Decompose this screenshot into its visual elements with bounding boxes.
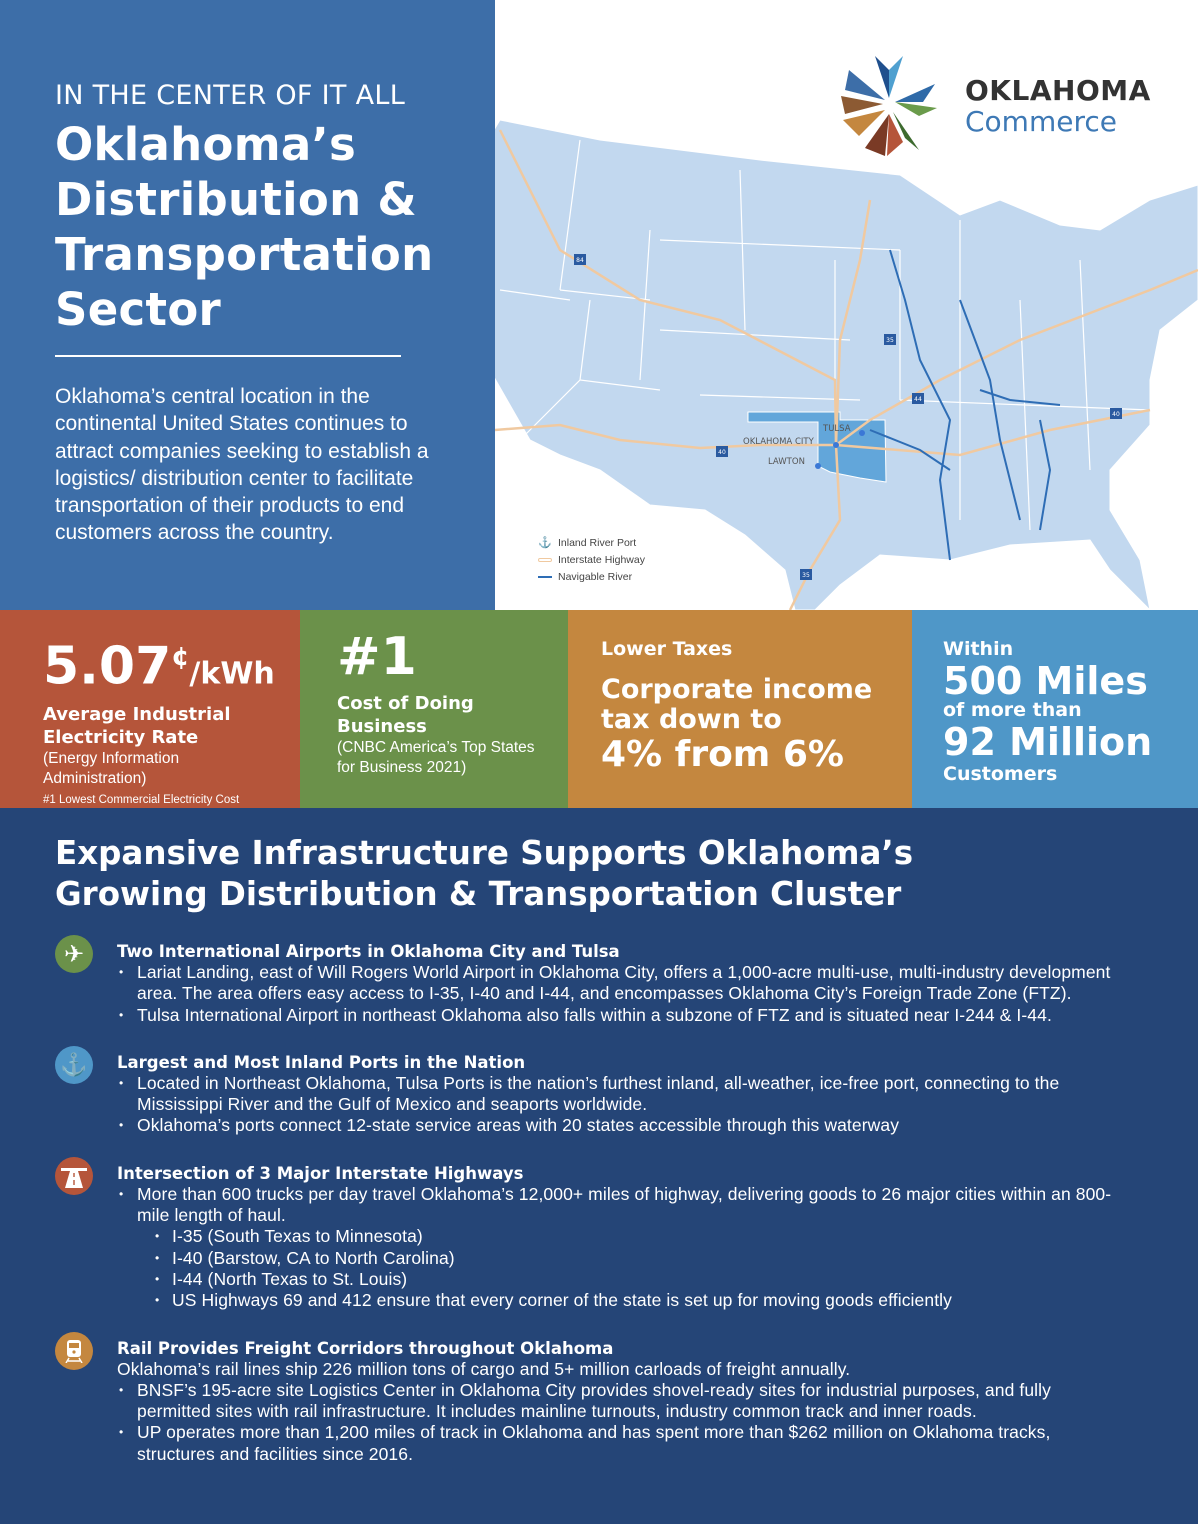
legend-label: Navigable River — [558, 570, 633, 583]
legend-label: Inland River Port — [558, 536, 637, 549]
stat-note: (CNBC America’s Top States for Business … — [337, 739, 535, 776]
map-panel: TULSA OKLAHOMA CITY LAWTON 84 35 44 40 4… — [495, 0, 1198, 610]
sub-list-item: I-35 (South Texas to Minnesota) — [117, 1226, 1127, 1248]
title-line: Oklahoma’s — [55, 118, 357, 171]
stat-label: Lower Taxes — [601, 638, 733, 660]
stat-footnote: #1 Lowest Commercial Electricity Cost — [43, 794, 240, 807]
stat-line: tax down to — [601, 704, 782, 735]
divider — [55, 355, 401, 357]
legend-item: Interstate Highway — [538, 551, 645, 568]
stat-value: 500 Miles — [943, 659, 1148, 703]
logo-line2: Commerce — [965, 105, 1117, 138]
list-item: Oklahoma’s ports connect 12-state servic… — [117, 1115, 1127, 1137]
highway-icon — [55, 1156, 93, 1195]
stat-electricity: 5.07¢/kWh Average Industrial Electricity… — [0, 610, 300, 808]
stat-line: Corporate income — [601, 674, 873, 705]
city-label-tulsa: TULSA — [822, 424, 851, 434]
section-heading: Intersection of 3 Major Interstate Highw… — [117, 1163, 524, 1183]
list-item: UP operates more than 1,200 miles of tra… — [117, 1422, 1127, 1465]
stat-value: 4% from 6% — [601, 734, 844, 775]
kicker: IN THE CENTER OF IT ALL — [55, 80, 406, 111]
airplane-icon: ✈ — [55, 935, 93, 973]
list-item: Lariat Landing, east of Will Rogers Worl… — [117, 962, 1127, 1005]
sub-list-item: I-40 (Barstow, CA to North Carolina) — [117, 1248, 1127, 1270]
us-land — [495, 119, 1198, 610]
legend-label: Interstate Highway — [558, 553, 645, 566]
city-label-lawton: LAWTON — [768, 457, 805, 467]
stat-value: 5.07¢/kWh — [43, 636, 275, 697]
airports-section: ✈ Two International Airports in Oklahoma… — [55, 935, 1198, 1027]
oklahoma-commerce-logo: OKLAHOMA Commerce — [835, 52, 1151, 160]
city-label-oklahoma-city: OKLAHOMA CITY — [743, 437, 815, 447]
river-line-icon — [538, 575, 552, 578]
stat-heading: Average Industrial Electricity Rate — [43, 704, 231, 749]
us-map: TULSA OKLAHOMA CITY LAWTON 84 35 44 40 4… — [495, 119, 1198, 610]
stat-mid: of more than — [943, 699, 1082, 721]
rail-section: Rail Provides Freight Corridors througho… — [55, 1331, 1198, 1465]
oklahoma-state — [747, 411, 887, 483]
stat-reach: Within 500 Miles of more than 92 Million… — [912, 610, 1198, 808]
list-item: BNSF’s 195-acre site Logistics Center in… — [117, 1380, 1127, 1423]
stat-cost-of-business: #1 Cost of Doing Business (CNBC America’… — [300, 610, 568, 808]
shield-label: 40 — [1112, 411, 1120, 418]
stat-note: (Energy Information Administration) — [43, 750, 180, 788]
shield-label: 84 — [576, 257, 584, 264]
sub-list-item: US Highways 69 and 412 ensure that every… — [117, 1290, 1127, 1312]
anchor-icon: ⚓ — [538, 537, 552, 549]
intro-text: Oklahoma’s central location in the conti… — [55, 385, 429, 545]
stat-taxes: Lower Taxes Corporate income tax down to… — [568, 610, 912, 808]
highways-section: Intersection of 3 Major Interstate Highw… — [55, 1156, 1198, 1312]
title-line: Transportation — [55, 228, 434, 281]
stat-pre: Within — [943, 638, 1014, 660]
list-item: More than 600 trucks per day travel Okla… — [117, 1184, 1127, 1227]
stat-post: Customers — [943, 763, 1058, 785]
shield-label: 40 — [718, 449, 726, 456]
title-line: Distribution & — [55, 173, 417, 226]
ports-section: ⚓ Largest and Most Inland Ports in the N… — [55, 1045, 1198, 1137]
interstate-shields: 84 35 44 40 40 35 — [574, 254, 1122, 580]
interstate-highways — [495, 129, 1198, 610]
stats-row: 5.07¢/kWh Average Industrial Electricity… — [0, 610, 1198, 808]
page-title: Oklahoma’s Distribution & Transportation… — [55, 117, 495, 337]
list-item: Tulsa International Airport in northeast… — [117, 1005, 1127, 1027]
section-title: Expansive Infrastructure Supports Oklaho… — [55, 833, 1198, 915]
section-lead: Oklahoma’s rail lines ship 226 million t… — [117, 1358, 851, 1379]
shield-label: 35 — [886, 337, 894, 344]
logo-line1: OKLAHOMA — [965, 74, 1151, 107]
train-icon — [55, 1331, 93, 1370]
stat-value: 92 Million — [943, 720, 1153, 764]
title-line: Growing Distribution & Transportation Cl… — [55, 875, 902, 913]
section-heading: Rail Provides Freight Corridors througho… — [117, 1338, 614, 1358]
navigable-rivers — [869, 249, 1061, 561]
list-item: Located in Northeast Oklahoma, Tulsa Por… — [117, 1073, 1127, 1116]
star-logo-icon — [841, 56, 937, 156]
shield-label: 44 — [914, 396, 922, 403]
sub-list-item: I-44 (North Texas to St. Louis) — [117, 1269, 1127, 1291]
legend-item: Navigable River — [538, 568, 645, 585]
infrastructure-section: Expansive Infrastructure Supports Oklaho… — [0, 808, 1198, 1465]
anchor-icon: ⚓ — [55, 1045, 93, 1084]
map-legend: ⚓ Inland River Port Interstate Highway Na… — [538, 534, 645, 585]
legend-item: ⚓ Inland River Port — [538, 534, 645, 551]
shield-label: 35 — [802, 572, 810, 579]
stat-value: #1 — [337, 627, 417, 687]
title-line: Expansive Infrastructure Supports Oklaho… — [55, 834, 914, 872]
city-markers — [815, 430, 865, 469]
header-panel: IN THE CENTER OF IT ALL Oklahoma’s Distr… — [0, 0, 495, 610]
highway-line-icon — [538, 557, 552, 562]
section-heading: Two International Airports in Oklahoma C… — [117, 942, 620, 961]
section-heading: Largest and Most Inland Ports in the Nat… — [117, 1052, 526, 1072]
title-line: Sector — [55, 283, 222, 336]
stat-heading: Cost of Doing Business — [337, 693, 474, 737]
